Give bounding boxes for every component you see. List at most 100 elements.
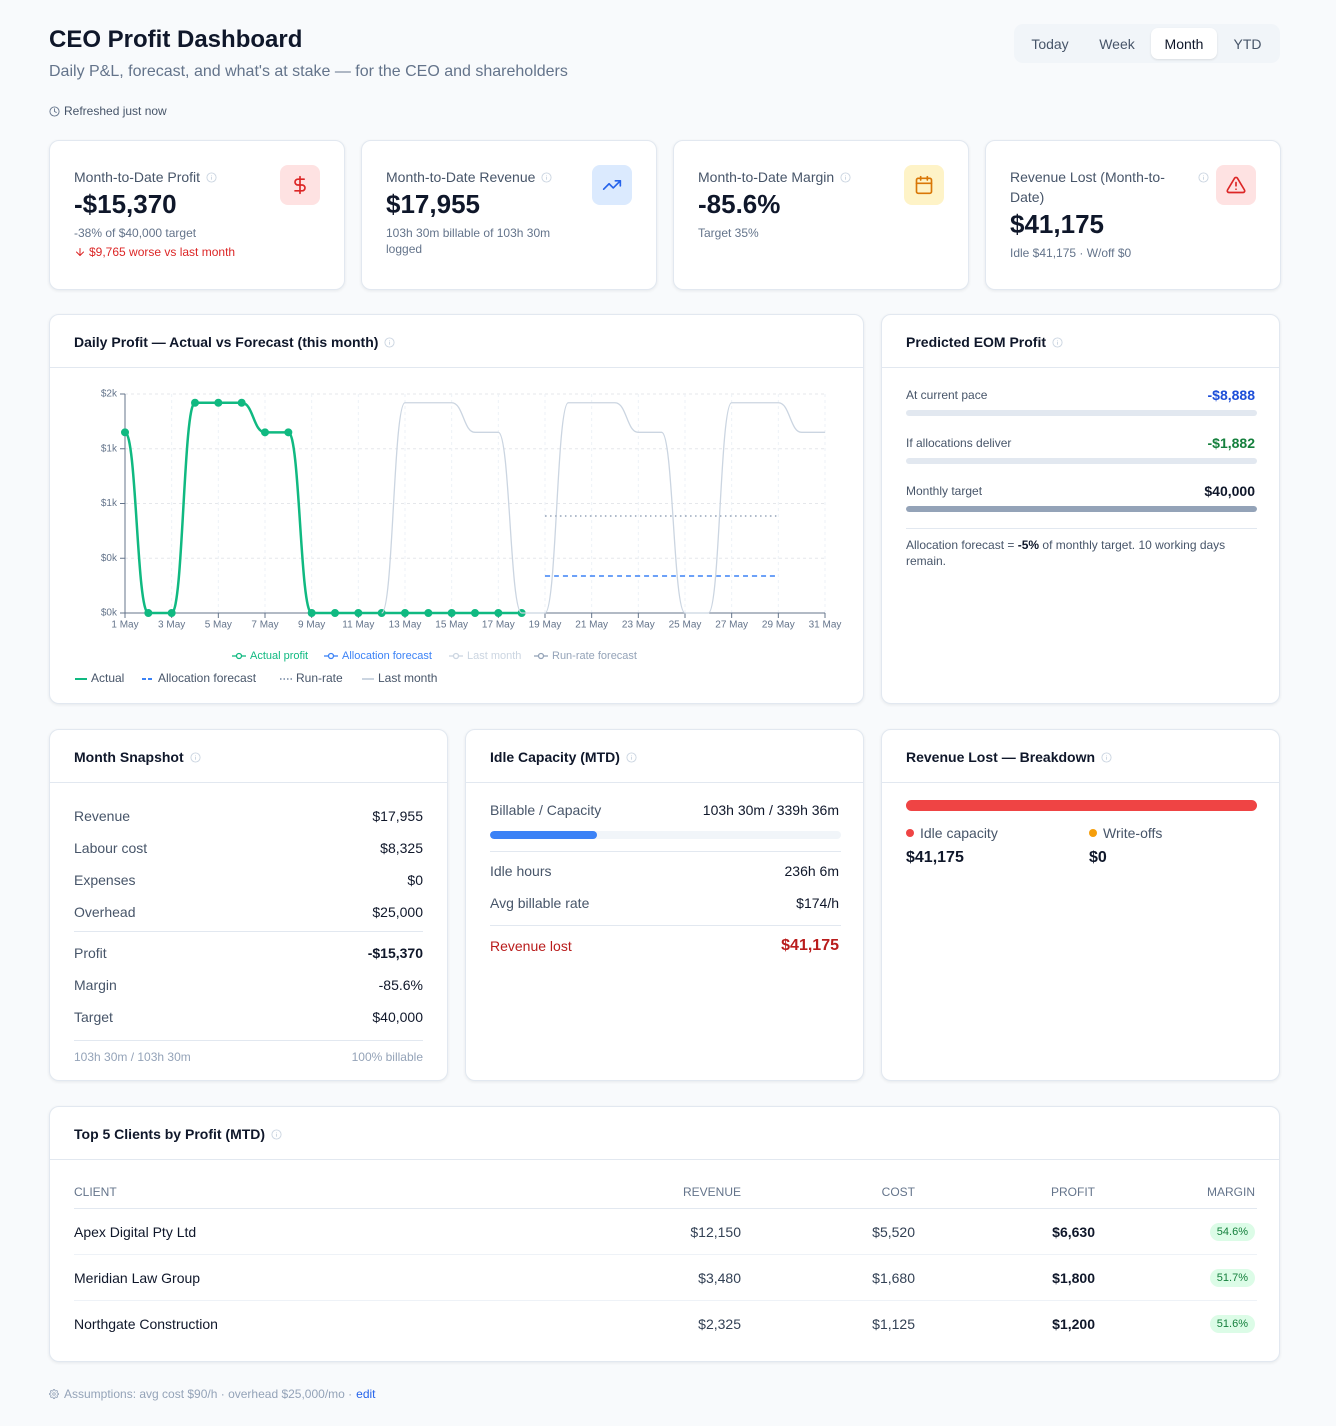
- kpi-value: $41,175: [1010, 209, 1104, 239]
- period-button[interactable]: YTD: [1233, 35, 1262, 52]
- divider: [50, 367, 863, 368]
- margin-badge: 51.7%: [1209, 1269, 1255, 1287]
- kpi-label: Month-to-Date Profit: [74, 169, 201, 185]
- edit-link[interactable]: edit: [356, 1387, 376, 1401]
- kpi-note: 103h 30m billable of 103h 30m logged: [386, 226, 551, 256]
- card-title: Revenue Lost — Breakdown: [906, 749, 1096, 765]
- card-title-row: Daily Profit — Actual vs Forecast (this …: [74, 332, 395, 352]
- client-revenue: $3,480: [698, 1270, 741, 1286]
- idle-label: Billable / Capacity: [490, 802, 602, 818]
- legend-dot: [537, 652, 545, 660]
- data-point: [401, 609, 409, 617]
- predicted-card: Predicted EOM Profit At current pace -$8,8…: [881, 314, 1280, 704]
- kpi-label-row: Month-to-Date Revenue: [386, 167, 586, 187]
- breakdown-label: Write-offs: [1103, 825, 1163, 841]
- idle-label: Avg billable rate: [490, 895, 590, 911]
- snapshot-label: Labour cost: [74, 840, 148, 856]
- card-title: Idle Capacity (MTD): [490, 749, 620, 765]
- clock-icon: [49, 106, 60, 117]
- client-revenue: $2,325: [698, 1316, 741, 1332]
- snapshot-label: Profit: [74, 945, 107, 961]
- series-line: [123, 401, 522, 615]
- client-cost: $5,520: [872, 1224, 915, 1240]
- snapshot-label: Revenue: [74, 808, 131, 824]
- snapshot-card: Month Snapshot Revenue $17,955 Labour cost $…: [49, 729, 448, 1081]
- snapshot-label: Expenses: [74, 872, 136, 888]
- idle-label: Idle hours: [490, 863, 552, 879]
- y-tick-label: $0k: [101, 553, 118, 564]
- divider: [882, 782, 1279, 783]
- data-point: [424, 609, 433, 617]
- legend-label: Last month: [467, 650, 521, 662]
- lost-value: $41,175: [781, 937, 839, 954]
- divider: [906, 528, 1257, 529]
- forecast-value: $40,000: [1204, 483, 1255, 499]
- breakdown-value: $0: [1089, 849, 1107, 866]
- snapshot-value: -85.6%: [378, 977, 423, 993]
- card-title-row: Month Snapshot: [74, 747, 201, 767]
- client-revenue: $12,150: [690, 1224, 741, 1240]
- snapshot-value: $0: [407, 872, 423, 888]
- divider: [882, 367, 1279, 368]
- period-button[interactable]: Today: [1031, 35, 1069, 52]
- idle-value: 236h 6m: [784, 863, 839, 879]
- forecast-track: [906, 506, 1257, 512]
- info-icon: [271, 1128, 282, 1140]
- data-point: [214, 398, 223, 407]
- kpi-body: Revenue Lost (Month-to-Date) $41,175 Idle …: [1010, 167, 1210, 261]
- client-profit: $1,800: [1052, 1270, 1095, 1286]
- data-point: [284, 428, 293, 437]
- client-name: Northgate Construction: [74, 1316, 218, 1332]
- legend-label: Actual profit: [250, 650, 308, 662]
- card-title: Month Snapshot: [74, 749, 184, 765]
- lost-label: Revenue lost: [490, 938, 572, 954]
- key-label: Last month: [378, 671, 437, 685]
- icon-part: [626, 751, 637, 763]
- column-header: MARGIN: [1207, 1185, 1255, 1199]
- y-tick-label: $1k: [101, 498, 118, 509]
- x-tick-label: 7 May: [251, 620, 278, 631]
- snapshot-value: $17,955: [372, 808, 423, 824]
- legend-dot: [327, 652, 335, 660]
- x-tick-label: 5 May: [205, 620, 232, 631]
- page-subtitle: Daily P&L, forecast, and what's at stake…: [49, 63, 568, 80]
- kpi-value: $17,955: [386, 189, 480, 219]
- x-tick-label: 11 May: [342, 620, 374, 631]
- y-tick-label: $0k: [101, 608, 118, 619]
- kpi-card: Month-to-Date Profit -$15,370 -38% of $40,…: [49, 140, 345, 290]
- card-title: Daily Profit — Actual vs Forecast (this …: [74, 334, 379, 350]
- client-profit: $1,200: [1052, 1316, 1095, 1332]
- snapshot-label: Overhead: [74, 904, 136, 920]
- kpi-value: -85.6%: [698, 189, 781, 219]
- kpi-icon: [1216, 165, 1256, 205]
- divider: [466, 782, 863, 783]
- period-button[interactable]: Month: [1151, 28, 1217, 59]
- period-button[interactable]: Week: [1099, 35, 1135, 52]
- forecast-note: Allocation forecast = -5% of monthly tar…: [906, 537, 1257, 569]
- note-part: of monthly target. 10 working days remai…: [906, 538, 1226, 568]
- line-chart: $0k $0k $1k $1k $2k 1 May 3 May 5 May 7 May 9 May…: [75, 389, 842, 685]
- icon-part: [271, 1128, 282, 1140]
- icon-part: [915, 177, 933, 195]
- forecast-value: -$1,882: [1207, 435, 1255, 451]
- snapshot-value: $8,325: [380, 840, 423, 856]
- kpi-card: Revenue Lost (Month-to-Date) $41,175 Idle …: [985, 140, 1281, 290]
- assumptions-text: Assumptions: avg cost $90/h · overhead $…: [64, 1387, 353, 1401]
- forecast-label: If allocations deliver: [906, 436, 1012, 450]
- x-tick-label: 19 May: [529, 620, 562, 631]
- divider: [50, 782, 447, 783]
- kpi-glyph: [915, 175, 933, 195]
- info-icon: [1198, 172, 1209, 183]
- kpi-icon: [904, 165, 944, 205]
- kpi-card: Month-to-Date Margin -85.6% Target 35%: [673, 140, 969, 290]
- forecast-track: [906, 410, 1257, 416]
- key-label: Run-rate: [296, 671, 343, 685]
- kpi-body: Month-to-Date Revenue $17,955 103h 30m bil…: [386, 167, 586, 257]
- x-tick-label: 21 May: [575, 620, 608, 631]
- icon-part: [1226, 176, 1246, 194]
- breakdown-value: $41,175: [906, 849, 964, 866]
- note-part: Allocation forecast =: [906, 538, 1018, 552]
- x-tick-label: 31 May: [809, 620, 842, 631]
- column-header: PROFIT: [1051, 1185, 1095, 1199]
- kpi-note: Idle $41,175 · W/off $0: [1010, 246, 1132, 260]
